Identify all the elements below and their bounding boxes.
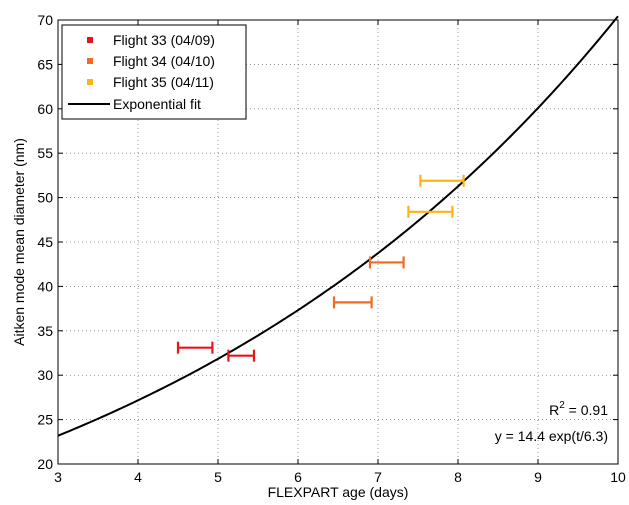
x-tick-label: 9 (534, 469, 542, 485)
legend-marker-flight33 (87, 37, 93, 43)
x-tick-label: 3 (54, 469, 62, 485)
r-squared-superscript: 2 (559, 400, 565, 411)
legend-marker-flight35 (87, 79, 93, 85)
legend-label-flight34: Flight 34 (04/10) (113, 53, 215, 69)
legend-label-flight33: Flight 33 (04/09) (113, 32, 215, 48)
y-tick-label: 25 (37, 412, 53, 428)
y-tick-label: 40 (37, 278, 53, 294)
error-bar (332, 296, 373, 309)
legend-label-fit: Exponential fit (113, 96, 201, 112)
fit-equation: y = 14.4 exp(t/6.3) (495, 428, 608, 444)
y-tick-label: 30 (37, 367, 53, 383)
y-tick-label: 45 (37, 234, 53, 250)
legend: Flight 33 (04/09) Flight 34 (04/10) Flig… (61, 24, 247, 120)
y-tick-label: 60 (37, 101, 53, 117)
x-tick-label: 8 (454, 469, 462, 485)
y-tick-label: 70 (37, 12, 53, 28)
y-axis-label: Aitken mode mean diameter (nm) (11, 138, 27, 346)
x-tick-label: 7 (374, 469, 382, 485)
legend-marker-flight34 (87, 58, 93, 64)
error-bar (368, 256, 405, 269)
error-bar (407, 205, 454, 218)
error-bar (419, 174, 465, 187)
fit-curve (57, 15, 619, 437)
fit-curve-layer (57, 15, 619, 437)
y-tick-label: 50 (37, 190, 53, 206)
y-tick-label: 35 (37, 323, 53, 339)
r-squared-annotation: R2 = 0.91 (549, 400, 608, 418)
x-axis-label: FLEXPART age (days) (268, 484, 409, 500)
y-tick-label: 20 (37, 456, 53, 472)
error-bars-layer (176, 174, 465, 362)
x-tick-label: 5 (214, 469, 222, 485)
x-tick-label: 4 (134, 469, 142, 485)
error-bar (227, 349, 256, 362)
y-tick-label: 65 (37, 56, 53, 72)
x-tick-label: 6 (294, 469, 302, 485)
r-squared-value: = 0.91 (565, 402, 608, 418)
grid (58, 20, 618, 464)
legend-label-flight35: Flight 35 (04/11) (113, 74, 214, 90)
y-tick-label: 55 (37, 145, 53, 161)
error-bar (176, 341, 214, 354)
x-tick-label: 10 (610, 469, 626, 485)
